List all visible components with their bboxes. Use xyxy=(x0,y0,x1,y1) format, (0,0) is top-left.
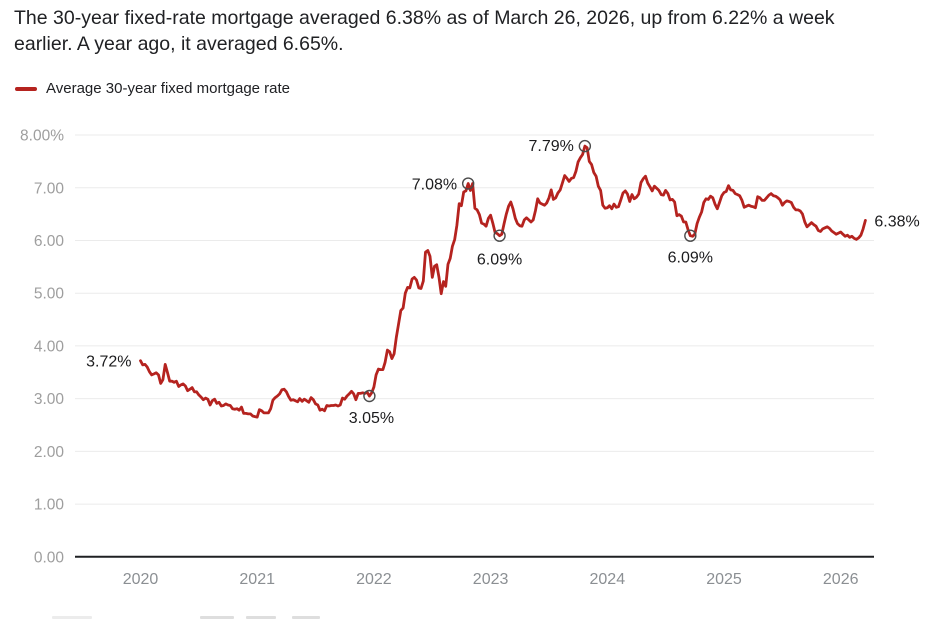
y-axis-tick-label: 5.00 xyxy=(34,286,65,303)
y-axis-tick-label: 1.00 xyxy=(34,497,65,514)
rate-line xyxy=(139,144,867,419)
x-axis-tick-label: 2023 xyxy=(473,571,509,588)
legend-line-swatch-icon xyxy=(15,86,37,91)
annotation-label: 6.09% xyxy=(668,250,713,267)
annotation-label: 6.38% xyxy=(874,213,919,230)
y-axis-tick-label: 0.00 xyxy=(34,549,65,566)
y-axis-tick-label: 2.00 xyxy=(34,444,65,461)
y-axis-tick-label: 6.00 xyxy=(34,233,65,250)
annotation-label: 7.08% xyxy=(412,177,457,194)
x-axis-tick-label: 2022 xyxy=(356,571,392,588)
x-axis-tick-label: 2021 xyxy=(239,571,275,588)
annotation-label: 3.05% xyxy=(349,410,394,427)
y-axis-tick-label: 3.00 xyxy=(34,391,65,408)
annotation-label: 3.72% xyxy=(86,354,131,371)
point-marker xyxy=(684,229,697,242)
annotation-label: 6.09% xyxy=(477,252,522,269)
y-axis-tick-label: 4.00 xyxy=(34,338,65,355)
point-marker xyxy=(363,389,376,403)
x-axis-tick-label: 2024 xyxy=(590,571,626,588)
point-marker xyxy=(578,139,592,153)
point-marker xyxy=(461,177,475,190)
chart-title: The 30-year fixed-rate mortgage averaged… xyxy=(14,7,835,55)
point-marker xyxy=(493,229,506,242)
x-axis-tick-label: 2020 xyxy=(123,571,159,588)
y-axis-tick-label: 7.00 xyxy=(34,180,65,197)
x-axis-tick-label: 2025 xyxy=(706,571,742,588)
annotation-label: 7.79% xyxy=(528,138,573,155)
x-axis-tick-label: 2026 xyxy=(823,571,859,588)
legend: Average 30-year fixed mortgage rate xyxy=(15,80,290,97)
legend-label: Average 30-year fixed mortgage rate xyxy=(46,80,291,97)
y-axis-tick-label: 8.00% xyxy=(20,128,64,145)
